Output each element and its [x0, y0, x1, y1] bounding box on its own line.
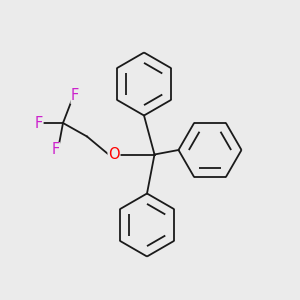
Text: O: O	[108, 147, 120, 162]
Text: F: F	[35, 116, 43, 130]
Text: F: F	[51, 142, 60, 158]
Text: F: F	[71, 88, 79, 104]
